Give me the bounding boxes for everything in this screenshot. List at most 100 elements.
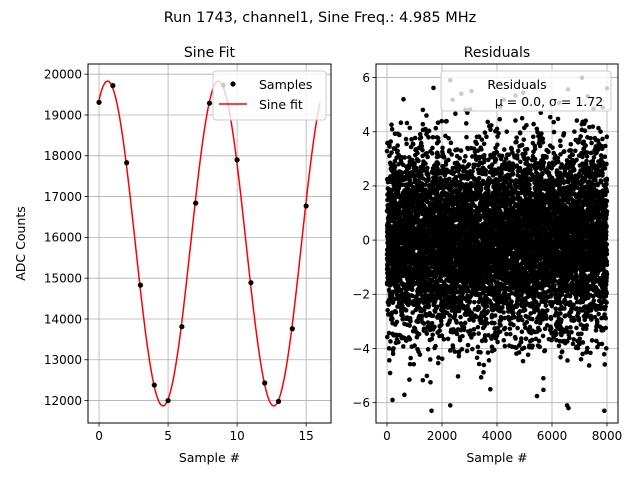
sample-point xyxy=(275,398,282,404)
residual-point xyxy=(449,152,454,157)
sample-point xyxy=(262,380,268,386)
legend-sine-fit-label: Sine fit xyxy=(259,97,303,112)
residual-point xyxy=(412,343,417,348)
residual-point xyxy=(478,375,484,380)
residual-point xyxy=(426,128,432,134)
residual-point xyxy=(466,162,472,167)
x-tick-label: 8000 xyxy=(592,429,623,443)
residual-point xyxy=(456,353,462,359)
residual-point xyxy=(396,339,401,345)
residual-point xyxy=(384,334,390,340)
residual-point xyxy=(407,125,413,131)
residual-point xyxy=(406,155,412,160)
sample-point xyxy=(96,99,102,105)
residual-point xyxy=(476,361,482,367)
residual-point xyxy=(433,175,439,180)
residual-point xyxy=(419,181,425,186)
residual-point xyxy=(492,320,497,326)
residual-point xyxy=(484,134,489,140)
sample-point xyxy=(289,326,295,332)
residual-point xyxy=(481,141,487,147)
residual-point xyxy=(423,126,428,132)
legend-samples-label: Samples xyxy=(259,77,312,92)
residual-point xyxy=(388,139,394,144)
residual-point xyxy=(461,327,467,333)
residual-point xyxy=(470,168,475,174)
residual-point xyxy=(475,324,481,330)
residual-point xyxy=(415,213,421,219)
residual-point xyxy=(402,392,407,398)
y-tick-label: 18000 xyxy=(44,149,82,163)
residual-point xyxy=(420,107,426,113)
residual-point xyxy=(430,332,435,338)
residual-point xyxy=(518,159,523,165)
residual-point xyxy=(385,307,390,313)
x-tick-label: 0 xyxy=(383,429,391,443)
residual-point xyxy=(409,287,415,293)
residual-point xyxy=(511,322,516,328)
y-tick-label: 13000 xyxy=(44,353,82,367)
residual-point xyxy=(501,147,507,152)
residual-point xyxy=(513,118,518,123)
residual-point xyxy=(417,352,423,357)
residual-point xyxy=(474,314,479,320)
residual-point xyxy=(430,134,436,140)
residual-point xyxy=(426,176,431,181)
residual-point xyxy=(424,113,429,118)
residual-point xyxy=(387,358,392,363)
residual-point xyxy=(497,329,503,334)
sample-point xyxy=(137,282,144,288)
sample-point xyxy=(110,83,116,89)
residual-point xyxy=(458,148,464,153)
residual-point xyxy=(427,357,433,362)
residual-point xyxy=(425,154,430,160)
x-tick-label: 5 xyxy=(164,429,172,443)
residual-point xyxy=(419,313,425,319)
residual-point xyxy=(419,172,424,178)
residual-point xyxy=(432,324,437,330)
residual-point xyxy=(495,142,500,148)
y-tick-label: 20000 xyxy=(44,67,82,81)
figure-title: Run 1743, channel1, Sine Freq.: 4.985 MH… xyxy=(164,10,477,26)
residual-point xyxy=(471,327,477,332)
y-tick-label: 15000 xyxy=(44,271,82,285)
residual-point xyxy=(429,336,435,342)
residual-point xyxy=(407,177,413,183)
x-tick-label: 10 xyxy=(229,429,244,443)
residual-point xyxy=(421,321,427,326)
residual-point xyxy=(476,305,482,311)
residual-point xyxy=(500,305,505,310)
residual-point xyxy=(452,349,458,354)
residual-point xyxy=(407,361,413,367)
residual-point xyxy=(424,151,429,156)
residual-point xyxy=(423,182,428,187)
residual-point xyxy=(482,130,488,135)
residual-point xyxy=(485,309,491,314)
residual-point xyxy=(460,333,465,339)
residual-point xyxy=(411,201,416,207)
residual-point xyxy=(457,156,463,161)
residual-point xyxy=(429,408,434,414)
residual-point xyxy=(391,296,397,302)
residual-point xyxy=(389,122,394,127)
residual-point xyxy=(420,377,426,383)
residual-point xyxy=(446,135,451,141)
residual-point xyxy=(513,336,518,341)
sample-point xyxy=(303,203,309,209)
residual-point xyxy=(509,146,514,151)
residual-point xyxy=(426,275,431,281)
residual-point xyxy=(445,336,451,342)
x-tick-label: 2000 xyxy=(427,429,458,443)
residual-point xyxy=(483,338,488,343)
residual-point xyxy=(444,118,449,124)
residual-point xyxy=(464,348,470,354)
residual-point xyxy=(408,181,414,187)
residual-point xyxy=(463,154,468,159)
residual-point xyxy=(454,331,460,337)
residual-point xyxy=(415,150,420,156)
residual-point xyxy=(491,347,497,353)
residual-point xyxy=(391,346,396,351)
residual-point xyxy=(492,313,498,318)
residual-point xyxy=(394,319,400,325)
